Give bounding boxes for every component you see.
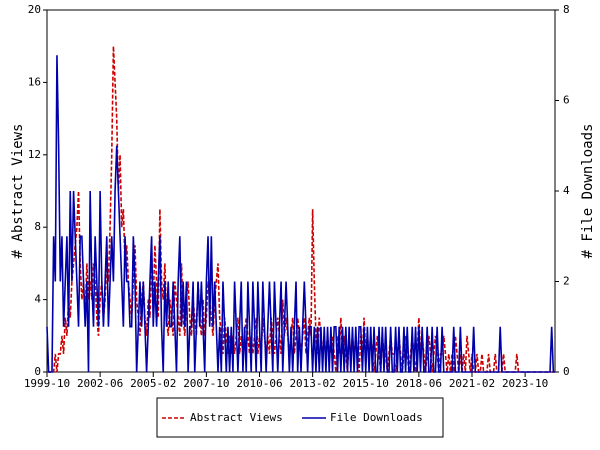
- x-tick-label: 2023-10: [502, 377, 548, 390]
- y-tick-label: 4: [34, 293, 41, 306]
- y2-tick-label: 4: [563, 184, 570, 197]
- y-tick-label: 20: [28, 3, 41, 16]
- x-tick-label: 2015-10: [343, 377, 389, 390]
- x-tick-label: 2010-06: [236, 377, 282, 390]
- y-tick-label: 16: [28, 75, 41, 88]
- x-tick-label: 2007-10: [183, 377, 229, 390]
- y2-tick-label: 0: [563, 365, 570, 378]
- x-tick-label: 2002-06: [77, 377, 123, 390]
- legend-label: File Downloads: [330, 411, 423, 424]
- y-tick-label: 0: [34, 365, 41, 378]
- x-tick-label: 2005-02: [130, 377, 176, 390]
- y2-axis-label: # File Downloads: [580, 124, 596, 259]
- x-tick-label: 2018-06: [396, 377, 442, 390]
- x-tick-label: 1999-10: [24, 377, 70, 390]
- x-tick-label: 2013-02: [289, 377, 335, 390]
- y2-tick-label: 2: [563, 275, 570, 288]
- x-tick-label: 2021-02: [449, 377, 495, 390]
- y2-tick-label: 6: [563, 94, 570, 107]
- y-axis-label: # Abstract Views: [10, 124, 26, 259]
- y2-tick-label: 8: [563, 3, 570, 16]
- y-tick-label: 8: [34, 220, 41, 233]
- legend-label: Abstract Views: [190, 411, 283, 424]
- series-line: [46, 55, 555, 373]
- y-tick-label: 12: [28, 148, 41, 161]
- legend-box: [156, 397, 444, 438]
